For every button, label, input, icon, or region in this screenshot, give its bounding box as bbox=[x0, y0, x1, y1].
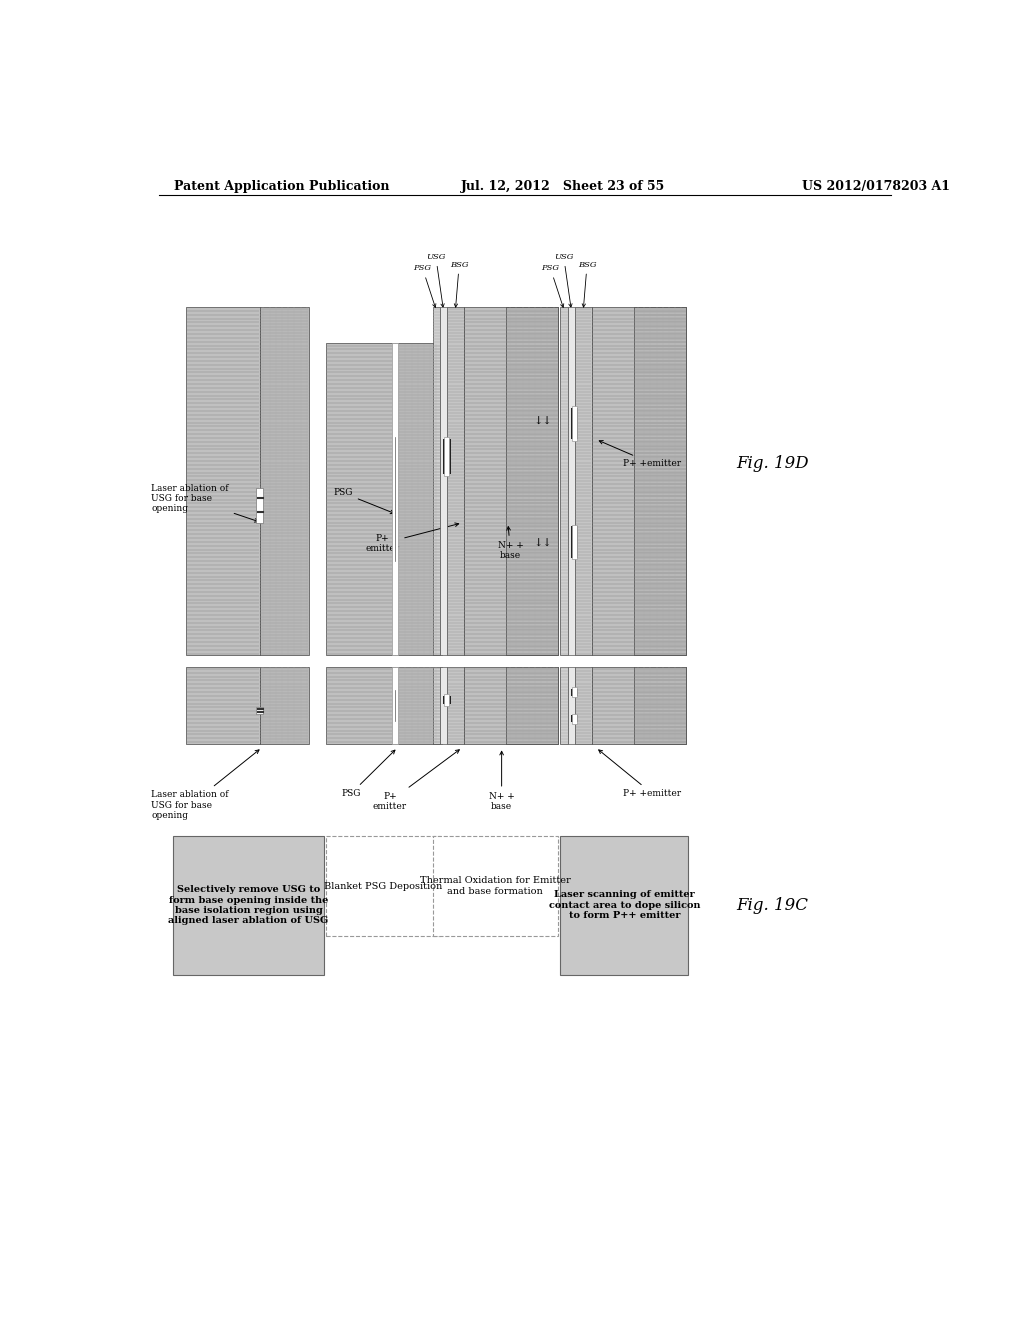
Bar bbox=[444, 437, 450, 477]
Text: N+ +
base: N+ + base bbox=[488, 751, 514, 810]
Text: Blanket PSG Deposition: Blanket PSG Deposition bbox=[324, 882, 442, 891]
Text: N+ +
base: N+ + base bbox=[498, 527, 523, 560]
Bar bbox=[570, 689, 579, 696]
Text: Laser scanning of emitter
contact area to dope silicon
to form P++ emitter: Laser scanning of emitter contact area t… bbox=[549, 891, 700, 920]
Bar bbox=[634, 308, 686, 655]
Text: P+
emitter: P+ emitter bbox=[373, 750, 460, 810]
Text: P+ +emitter: P+ +emitter bbox=[599, 441, 681, 469]
Bar bbox=[506, 308, 558, 655]
Bar bbox=[574, 308, 592, 655]
Bar bbox=[326, 836, 440, 936]
Text: BSG: BSG bbox=[578, 260, 596, 308]
Bar bbox=[464, 667, 558, 743]
Bar bbox=[326, 667, 395, 743]
Text: USG: USG bbox=[554, 253, 573, 308]
Bar bbox=[444, 693, 450, 706]
Bar bbox=[464, 308, 558, 655]
Bar bbox=[186, 308, 260, 655]
Text: Jul. 12, 2012   Sheet 23 of 55: Jul. 12, 2012 Sheet 23 of 55 bbox=[461, 180, 666, 193]
Text: PSG: PSG bbox=[542, 264, 564, 308]
Text: P+
emitter: P+ emitter bbox=[366, 523, 459, 553]
Bar bbox=[440, 308, 446, 655]
Bar bbox=[395, 343, 442, 655]
Bar bbox=[256, 488, 263, 523]
Text: Patent Application Publication: Patent Application Publication bbox=[174, 180, 390, 193]
Bar bbox=[568, 308, 574, 655]
Bar bbox=[446, 308, 464, 655]
Bar bbox=[572, 714, 577, 723]
Text: Laser ablation of
USG for base
opening: Laser ablation of USG for base opening bbox=[152, 750, 259, 820]
Bar bbox=[432, 308, 440, 655]
Bar bbox=[570, 527, 579, 557]
Bar bbox=[392, 343, 398, 655]
Bar bbox=[256, 706, 263, 714]
Bar bbox=[506, 667, 558, 743]
Text: Laser ablation of
USG for base
opening: Laser ablation of USG for base opening bbox=[152, 483, 258, 523]
Bar bbox=[442, 696, 451, 704]
Bar bbox=[572, 688, 577, 697]
Bar bbox=[592, 667, 686, 743]
Bar bbox=[173, 836, 324, 974]
Text: BSG: BSG bbox=[450, 260, 469, 308]
Bar bbox=[186, 667, 260, 743]
Bar bbox=[572, 407, 577, 441]
Bar bbox=[572, 525, 577, 560]
Bar bbox=[570, 715, 579, 722]
Bar bbox=[592, 308, 686, 655]
Bar bbox=[570, 408, 579, 440]
Bar bbox=[634, 667, 686, 743]
Bar bbox=[560, 308, 568, 655]
Bar bbox=[432, 836, 558, 936]
Bar bbox=[446, 667, 464, 743]
Text: ↓↓: ↓↓ bbox=[535, 539, 553, 549]
Bar bbox=[326, 343, 395, 655]
Text: PSG: PSG bbox=[341, 750, 395, 799]
Bar bbox=[574, 667, 592, 743]
Text: USG: USG bbox=[426, 253, 445, 308]
Text: PSG: PSG bbox=[414, 264, 436, 308]
Bar bbox=[432, 667, 440, 743]
Text: ↓↓: ↓↓ bbox=[535, 417, 553, 426]
Bar bbox=[568, 667, 574, 743]
Text: Selectively remove USG to
form base opening inside the
base isolation region usi: Selectively remove USG to form base open… bbox=[168, 886, 329, 925]
Bar bbox=[560, 836, 688, 974]
Text: Fig. 19C: Fig. 19C bbox=[736, 896, 808, 913]
Bar bbox=[560, 667, 568, 743]
Text: US 2012/0178203 A1: US 2012/0178203 A1 bbox=[802, 180, 950, 193]
Text: Thermal Oxidation for Emitter
and base formation: Thermal Oxidation for Emitter and base f… bbox=[420, 876, 570, 896]
Bar bbox=[260, 667, 308, 743]
Bar bbox=[395, 667, 442, 743]
Bar bbox=[442, 440, 451, 474]
Bar bbox=[260, 308, 308, 655]
Bar bbox=[440, 667, 446, 743]
Text: P+ +emitter: P+ +emitter bbox=[599, 750, 681, 799]
Text: PSG: PSG bbox=[334, 488, 394, 513]
Text: Fig. 19D: Fig. 19D bbox=[736, 455, 809, 473]
Bar bbox=[392, 667, 398, 743]
